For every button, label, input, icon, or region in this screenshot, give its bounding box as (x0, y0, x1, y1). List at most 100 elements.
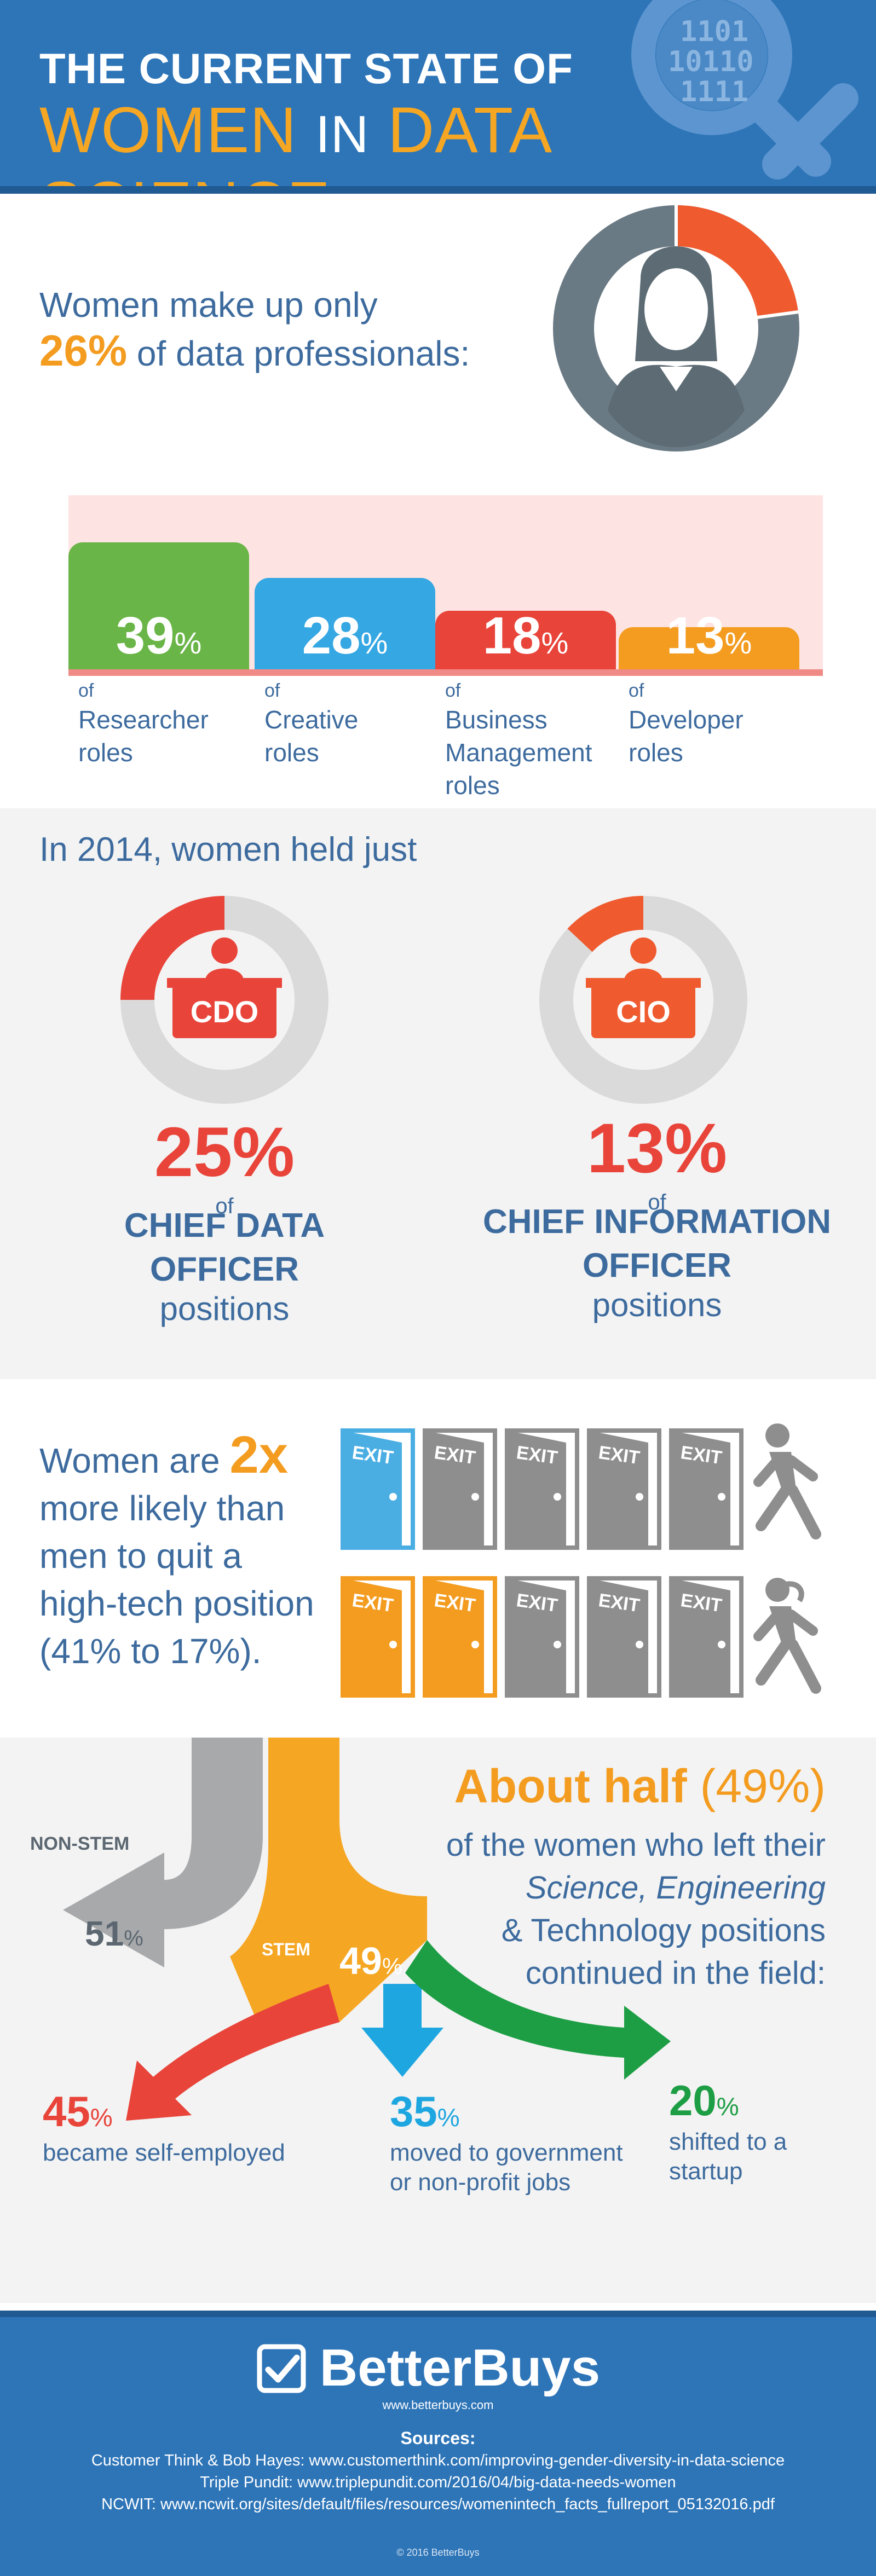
logo-url[interactable]: www.betterbuys.com (382, 2398, 494, 2412)
outcome-self-employed-line-1: became self-employed (43, 2139, 285, 2166)
running-man-icon (753, 1423, 821, 1539)
role-label: Researcher roles (78, 705, 209, 767)
cio-percent: 13% (586, 1109, 728, 1188)
logo-text: BetterBuys (319, 2338, 601, 2397)
body-line-3: & Technology positions (501, 1913, 826, 1948)
cdo-title: CHIEF DATA OFFICER (33, 1204, 416, 1292)
role-label: Creative roles (264, 705, 359, 767)
svg-text:10110: 10110 (668, 45, 754, 78)
role-bar-value: 13% (666, 606, 752, 665)
female-symbol-icon: 1101 10110 1111 (631, 0, 858, 180)
cio-title: CHIEF INFORMATION OFFICER (465, 1200, 849, 1288)
cdo-positions: positions (159, 1290, 290, 1327)
quit-line-3: men to quit a (39, 1536, 242, 1576)
percent-sign: % (90, 2103, 113, 2132)
header-banner: 1101 10110 1111 THE CURRENT STATE OF WOM… (0, 0, 876, 186)
about-half-percent: (49%) (700, 1760, 826, 1813)
outcome-startup-line-1: shifted to a (669, 2128, 787, 2155)
role-label: Business Management roles (445, 705, 592, 800)
running-woman-icon (753, 1578, 821, 1694)
svg-text:1111: 1111 (680, 76, 748, 108)
outcome-self-employed-label: became self-employed (43, 2138, 285, 2168)
cdo-percent: 25% (154, 1113, 295, 1191)
role-bar-value: 39% (116, 606, 202, 665)
exit-door-icon: EXIT (505, 1428, 579, 1550)
executives-title: In 2014, women held just (39, 831, 417, 869)
outcome-self-employed-value: 45% (43, 2087, 113, 2137)
outcome-government-line-2: or non-profit jobs (390, 2169, 571, 2196)
role-bar: 18% (435, 606, 616, 669)
role-of: of (264, 680, 280, 701)
executives-section: In 2014, women held just CDO CIO 25% of … (0, 808, 876, 1379)
person-icon (630, 937, 656, 964)
exit-door-icon: EXIT (669, 1428, 744, 1550)
header-line-2: WOMEN IN DATA SCIENCE: (39, 93, 876, 186)
outcome-government-value: 35% (390, 2087, 460, 2137)
cio-of: of (648, 1190, 666, 1214)
percent-sign: % (437, 2103, 460, 2132)
svg-text:49%: 49% (339, 1940, 402, 1982)
svg-text:CIO: CIO (616, 994, 671, 1029)
body-line-1: of the women who left their (446, 1827, 826, 1863)
role-bar: 39% (68, 542, 249, 669)
outcome-startup-value: 20% (669, 2076, 739, 2126)
cio-title-line-2: OFFICER (582, 1247, 732, 1284)
role-bar-value: 28% (302, 606, 388, 665)
header-line-1: THE CURRENT STATE OF (39, 44, 573, 92)
cdo-donut: CDO (120, 896, 328, 1104)
cdo-title-line-2: OFFICER (149, 1251, 299, 1288)
role-of: of (78, 680, 94, 701)
exit-door-icon: EXIT (669, 1576, 744, 1698)
share-percent-value: 26 (39, 326, 88, 375)
exit-door-icon: EXIT (341, 1576, 415, 1698)
copyright: © 2016 BetterBuys (396, 2547, 480, 2558)
header-data-science: DATA SCIENCE: (39, 94, 549, 186)
role-of: of (629, 680, 644, 701)
quit-line-5: (41% to 17%). (39, 1631, 262, 1671)
footer-stripe (0, 2311, 876, 2317)
about-half-body: of the women who left their Science, Eng… (446, 1824, 826, 1995)
share-statement: Women make up only 26% of data professio… (39, 282, 470, 377)
cdo-of: of (215, 1194, 234, 1218)
sources-title: Sources: (400, 2428, 476, 2448)
outcome-government-label: moved to government or non-profit jobs (390, 2138, 623, 2197)
about-half-text: About half (454, 1760, 687, 1813)
person-icon (211, 937, 238, 964)
outcome-startup-number: 20 (669, 2076, 717, 2125)
share-text-a: Women make up only (39, 285, 378, 325)
outcome-government-line-1: moved to government (390, 2139, 623, 2166)
outcome-startup-line-2: startup (669, 2158, 743, 2185)
share-percent-sign: % (88, 326, 128, 375)
cdo-title-line-1: CHIEF DATA (124, 1207, 325, 1244)
roles-chart-baseline (68, 669, 823, 676)
role-bar-value: 18% (482, 606, 569, 665)
source-link[interactable]: Customer Think & Bob Hayes: www.customer… (91, 2452, 785, 2469)
svg-text:STEM: STEM (262, 1940, 310, 1959)
checkbox-logo-icon (257, 2344, 306, 2393)
source-link[interactable]: Triple Pundit: www.triplepundit.com/2016… (200, 2474, 676, 2491)
header-stripe (0, 186, 876, 194)
svg-text:CDO: CDO (191, 994, 258, 1029)
role-label: Developer roles (629, 705, 744, 767)
quit-line-2: more likely than (39, 1489, 285, 1528)
body-line-2: Science, Engineering (525, 1870, 826, 1906)
quit-statement: Women are 2x more likely than men to qui… (39, 1429, 314, 1675)
svg-text:NON-STEM: NON-STEM (30, 1833, 129, 1854)
career-flow-arrows: NON-STEM 51% STEM 49% (30, 1738, 671, 2121)
left-field-section: NON-STEM 51% STEM 49% About half (49%) o… (0, 1738, 876, 2303)
svg-text:1101: 1101 (680, 15, 748, 48)
share-text-b: of data professionals: (136, 334, 470, 373)
cio-title-line-1: CHIEF INFORMATION (482, 1203, 831, 1241)
exit-door-icon: EXIT (423, 1576, 497, 1698)
exit-door-icon: EXIT (587, 1428, 661, 1550)
exit-door-icon: EXIT (341, 1428, 415, 1550)
quit-line-1a: Women are (39, 1441, 220, 1480)
woman-pie-chart (553, 205, 799, 451)
role-bar: 13% (619, 606, 799, 669)
exit-door-icon: EXIT (423, 1428, 497, 1550)
source-link[interactable]: NCWIT: www.ncwit.org/sites/default/files… (101, 2496, 775, 2513)
cio-donut: CIO (539, 896, 747, 1104)
percent-sign: % (716, 2092, 739, 2121)
body-line-4: continued in the field: (525, 1955, 826, 1991)
svg-text:51%: 51% (85, 1914, 143, 1953)
